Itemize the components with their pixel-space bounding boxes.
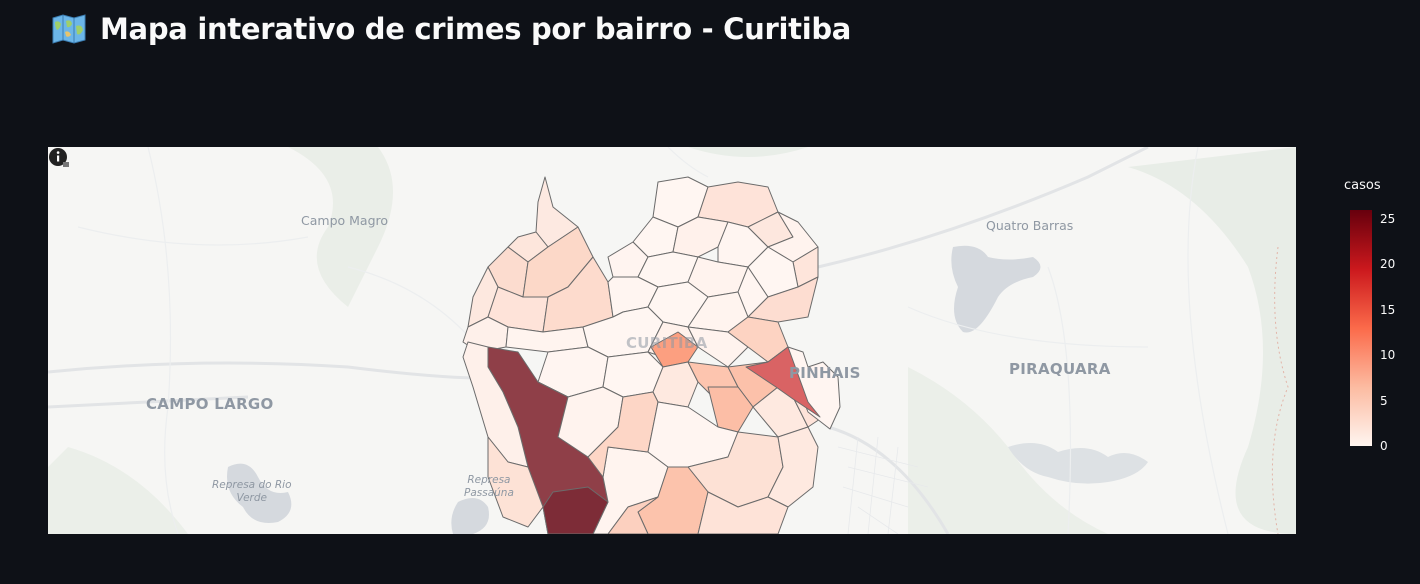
map-label-piraquara: PIRAQUARA	[1009, 360, 1111, 378]
map-label-represa-passauna: Represa Passaúna	[464, 474, 514, 499]
colorbar-tick: 15	[1380, 302, 1396, 317]
colorbar-gradient	[1350, 210, 1372, 446]
colorbar-tick: 20	[1380, 257, 1396, 272]
map-label-pinhais: PINHAIS	[789, 364, 861, 382]
colorbar-tick: 5	[1380, 393, 1388, 408]
page-header: Mapa interativo de crimes por bairro - C…	[52, 12, 851, 46]
neighbourhood-polygons	[462, 176, 841, 534]
colorbar-title: casos	[1344, 178, 1381, 193]
colorbar-tick: 0	[1380, 439, 1388, 453]
page-title: Mapa interativo de crimes por bairro - C…	[100, 12, 852, 46]
map-label-campo-magro: Campo Magro	[301, 213, 389, 228]
map-label-campo-largo: CAMPO LARGO	[146, 395, 274, 413]
colorbar-legend: casos 25 20 15 10 5 0	[1330, 176, 1410, 466]
map-label-quatro-barras: Quatro Barras	[986, 218, 1074, 233]
map-label-curitiba: CURITIBA	[626, 334, 708, 352]
map-basemap	[48, 147, 1296, 534]
world-map-icon	[52, 14, 86, 44]
map-label-represa-rio-verde: Represa do Rio Verde	[212, 479, 292, 504]
info-icon[interactable]	[48, 147, 70, 169]
choropleth-map[interactable]: Campo Magro Quatro Barras CURITIBA PINHA…	[48, 147, 1296, 534]
colorbar-tick: 10	[1380, 348, 1396, 363]
colorbar-tick: 25	[1380, 212, 1396, 227]
